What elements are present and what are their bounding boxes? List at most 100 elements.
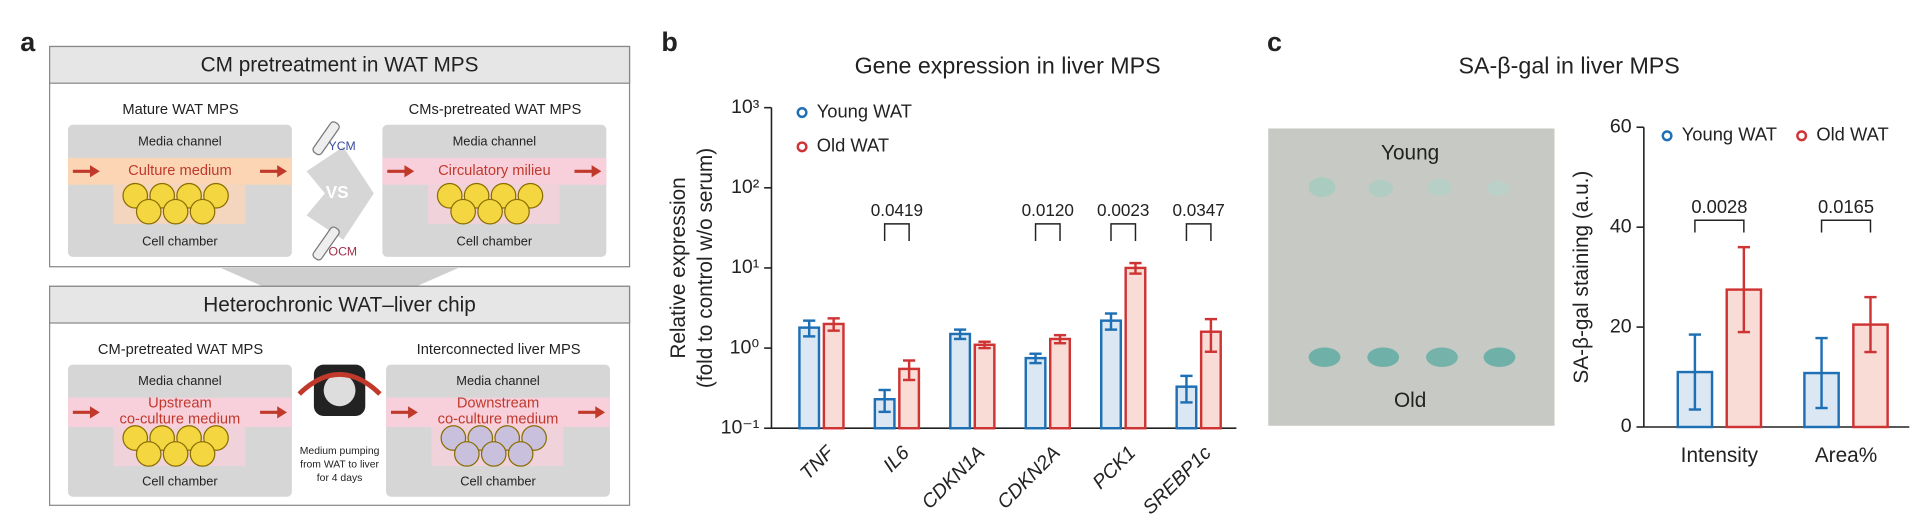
title-band	[48, 45, 631, 84]
title-band	[48, 285, 631, 324]
vs-label: VS	[326, 183, 349, 202]
chart-title: SA-β-gal in liver MPS	[1459, 52, 1680, 78]
cell	[504, 198, 530, 225]
legend-label: Old WAT	[817, 135, 889, 156]
cell	[453, 441, 480, 467]
legend-marker	[796, 107, 808, 119]
photo-label: Young	[1381, 142, 1439, 165]
medium-label: Culture medium	[128, 163, 232, 179]
bar	[1049, 337, 1072, 430]
p-value: 0.0347	[1173, 201, 1225, 220]
y-axis-label: Relative expression	[667, 177, 690, 358]
medium-label: co-culture medium	[120, 412, 241, 428]
channel-label: Media channel	[138, 373, 221, 388]
y-tick-label: 10³	[731, 96, 760, 118]
chamber-label: Cell chamber	[460, 473, 536, 488]
tube	[312, 226, 340, 261]
significance-bracket	[883, 223, 910, 242]
y-tick-label: 10⁰	[730, 336, 760, 358]
cell	[162, 441, 189, 467]
spot	[1308, 177, 1336, 197]
chevron	[306, 146, 374, 240]
chamber-label: Cell chamber	[142, 473, 218, 488]
chip-label: CM-pretreated WAT MPS	[98, 342, 263, 358]
flow-arrow-head	[408, 406, 418, 419]
connector	[220, 267, 459, 287]
flow-arrow-head	[404, 165, 415, 178]
pump-text: Medium pumping	[300, 446, 380, 457]
bar	[1024, 356, 1047, 430]
box-title: CM pretreatment in WAT MPS	[201, 54, 479, 77]
significance-bracket	[1110, 223, 1137, 242]
medium-band	[67, 157, 292, 185]
spot	[1427, 178, 1452, 196]
pump-rotor	[323, 374, 356, 407]
medium-label: Upstream	[148, 396, 212, 412]
spot	[1483, 347, 1516, 368]
legend-label: Young WAT	[817, 100, 912, 121]
chip-label: Mature WAT MPS	[122, 102, 239, 118]
flow-arrow-head	[591, 165, 602, 178]
y-tick-label: 60	[1610, 115, 1632, 137]
y-axis-label: SA-β-gal staining (a.u.)	[1570, 171, 1593, 384]
panel-label: b	[661, 27, 677, 57]
chip-label: CMs-pretreated WAT MPS	[409, 102, 582, 118]
pump-text: from WAT to liver	[300, 460, 379, 471]
y-tick-label: 40	[1610, 215, 1632, 237]
p-value: 0.0120	[1022, 201, 1074, 220]
y-tick-label: 10¹	[731, 256, 760, 278]
bar	[798, 326, 821, 430]
spot	[1487, 181, 1510, 196]
x-tick-label: Area%	[1815, 444, 1877, 467]
spot	[1308, 347, 1341, 368]
cell	[189, 441, 216, 467]
chamber-label: Cell chamber	[142, 234, 218, 249]
legend-label: Young WAT	[1682, 124, 1777, 145]
bar	[973, 343, 996, 430]
flow-arrow-head	[595, 406, 606, 419]
spot	[1367, 347, 1400, 368]
medium-label: Downstream	[457, 396, 539, 412]
cell	[162, 198, 189, 225]
box-title: Heterochronic WAT–liver chip	[203, 293, 476, 316]
p-value: 0.0419	[871, 201, 923, 220]
y-tick-label: 10⁻¹	[721, 416, 760, 438]
bar	[949, 332, 972, 430]
flow-arrow-head	[277, 406, 287, 419]
photo	[1268, 128, 1555, 426]
cell	[135, 198, 162, 225]
x-tick-label: TNF	[796, 441, 839, 484]
panel-label: c	[1267, 27, 1282, 57]
y-axis-label: (fold to control w/o serum)	[694, 148, 717, 388]
cell	[480, 441, 507, 467]
channel-label: Media channel	[138, 133, 221, 148]
pump-tube	[297, 372, 382, 396]
tube-label: OCM	[329, 244, 358, 258]
bar	[822, 322, 845, 430]
significance-bracket	[1185, 223, 1212, 242]
cell	[189, 198, 216, 225]
photo-label: Old	[1394, 389, 1426, 412]
medium-band	[386, 397, 610, 428]
chart-title: Gene expression in liver MPS	[855, 52, 1161, 78]
bar	[1099, 319, 1123, 430]
flow-arrow-head	[89, 165, 100, 178]
cell	[135, 441, 162, 467]
legend-marker	[1796, 130, 1808, 142]
chip-label: Interconnected liver MPS	[417, 342, 581, 358]
legend-marker	[796, 141, 808, 153]
tube	[312, 121, 340, 156]
x-tick-label: CDKN2A	[993, 442, 1065, 514]
significance-bracket	[1694, 219, 1745, 233]
chamber-label: Cell chamber	[457, 234, 533, 249]
channel-label: Media channel	[453, 133, 536, 148]
p-value: 0.0165	[1818, 196, 1874, 217]
y-tick-label: 20	[1610, 315, 1632, 337]
cell	[477, 198, 503, 225]
flow-arrow-head	[277, 165, 287, 178]
x-tick-label: CDKN1A	[918, 442, 990, 514]
medium-label: Circulatory milieu	[438, 163, 551, 179]
medium-band	[382, 157, 607, 185]
